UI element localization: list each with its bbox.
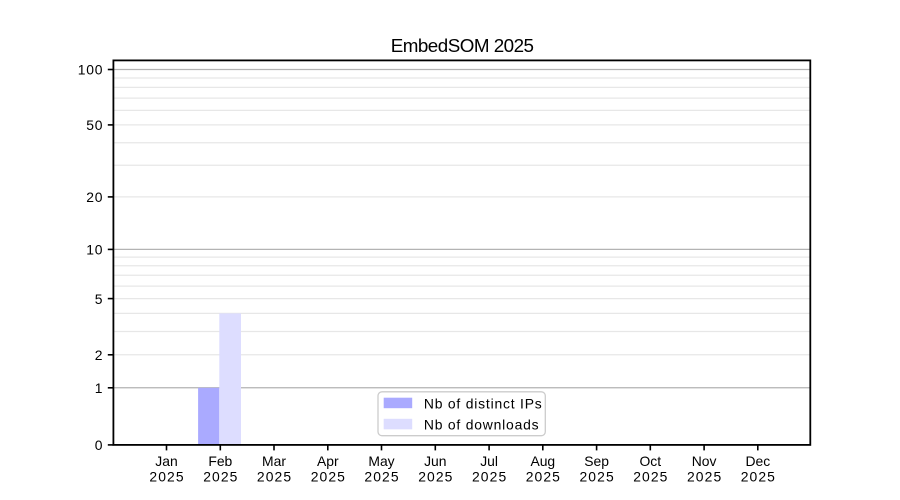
svg-text:Aug: Aug [530, 453, 555, 469]
svg-text:2025: 2025 [687, 468, 722, 484]
svg-text:20: 20 [86, 189, 103, 205]
svg-text:2025: 2025 [149, 468, 184, 484]
svg-text:Feb: Feb [208, 453, 232, 469]
svg-text:Jun: Jun [424, 453, 446, 469]
svg-text:2025: 2025 [418, 468, 453, 484]
svg-text:50: 50 [86, 117, 103, 133]
svg-text:Nov: Nov [692, 453, 717, 469]
svg-text:EmbedSOM 2025: EmbedSOM 2025 [391, 35, 534, 56]
svg-text:2025: 2025 [364, 468, 399, 484]
svg-text:2025: 2025 [257, 468, 292, 484]
svg-text:2025: 2025 [741, 468, 776, 484]
svg-text:Dec: Dec [745, 453, 770, 469]
svg-text:Apr: Apr [317, 453, 339, 469]
svg-text:May: May [368, 453, 394, 469]
svg-text:1: 1 [95, 380, 104, 396]
svg-text:100: 100 [78, 62, 104, 78]
svg-text:2025: 2025 [311, 468, 346, 484]
svg-text:Sep: Sep [584, 453, 609, 469]
svg-text:Nb of distinct IPs: Nb of distinct IPs [424, 396, 543, 412]
svg-text:2025: 2025 [526, 468, 561, 484]
svg-text:Nb of downloads: Nb of downloads [424, 417, 539, 433]
svg-text:2025: 2025 [633, 468, 668, 484]
svg-text:5: 5 [95, 291, 104, 307]
svg-text:Jan: Jan [155, 453, 177, 469]
svg-text:0: 0 [95, 437, 104, 453]
svg-text:2025: 2025 [579, 468, 614, 484]
svg-text:Oct: Oct [639, 453, 661, 469]
svg-text:2: 2 [95, 347, 104, 363]
svg-text:10: 10 [86, 242, 103, 258]
svg-text:Jul: Jul [480, 453, 498, 469]
svg-text:2025: 2025 [203, 468, 238, 484]
svg-text:Mar: Mar [262, 453, 286, 469]
svg-text:2025: 2025 [472, 468, 507, 484]
